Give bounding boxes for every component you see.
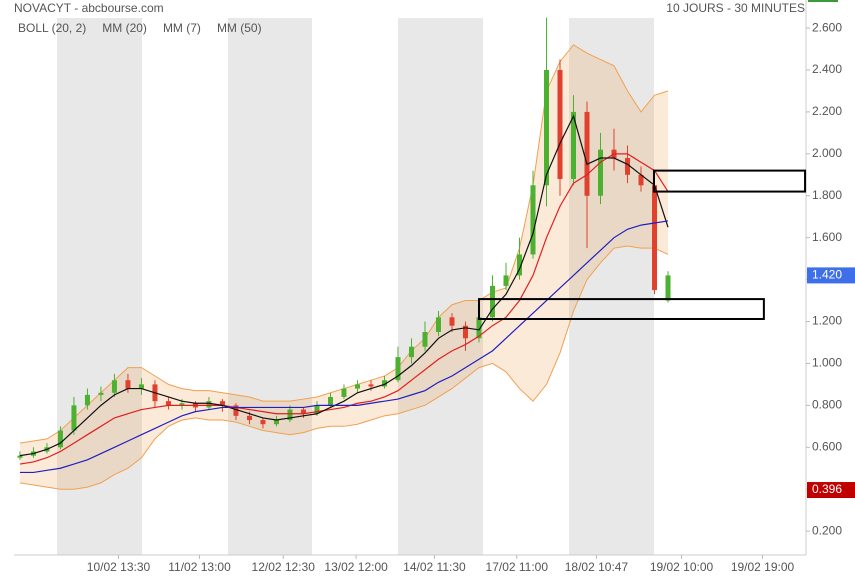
y-tick-label: 2.400 — [812, 62, 842, 76]
moving-average — [19, 153, 669, 465]
candle-body — [84, 394, 90, 406]
zone-box — [477, 298, 765, 320]
y-tick-label: 0.600 — [812, 439, 842, 453]
candle-body — [314, 405, 320, 414]
chart-title: NOVACYT - abcbourse.com — [14, 1, 164, 15]
candle-body — [219, 401, 225, 406]
day-shading — [57, 18, 654, 555]
y-tick-label: 1.000 — [812, 356, 842, 370]
y-tick-label: 2.200 — [812, 104, 842, 118]
candle-body — [125, 380, 131, 389]
candle-body — [206, 401, 212, 408]
legend-entry: MM (7) — [163, 21, 201, 35]
price-marker — [807, 267, 855, 284]
candle-body — [327, 396, 333, 406]
candle-body — [530, 185, 536, 255]
x-tick-label: 13/02 12:00 — [324, 560, 388, 574]
candle-body — [516, 254, 522, 276]
day-band — [398, 18, 483, 555]
y-tick-label: 0.200 — [812, 523, 842, 537]
candle-body — [57, 430, 63, 448]
bollinger-lower — [19, 245, 669, 490]
candle-body — [422, 331, 428, 347]
legend-entry: MM (20) — [102, 21, 147, 35]
candle-body — [489, 285, 495, 318]
y-tick-label: 0.800 — [812, 398, 842, 412]
candle-body — [449, 317, 455, 326]
candle-body — [71, 405, 77, 431]
y-tick-label: 2.600 — [812, 20, 842, 34]
candle-body — [179, 403, 185, 406]
x-tick-label: 19/02 19:00 — [731, 560, 795, 574]
candle-body — [368, 384, 374, 387]
candle-body — [476, 317, 482, 339]
y-tick-label: 2.000 — [812, 146, 842, 160]
candle-body — [381, 380, 387, 387]
candle-body — [557, 70, 563, 179]
candle-body — [233, 405, 239, 416]
legend-entry: MM (50) — [217, 21, 262, 35]
candle-body — [138, 384, 144, 389]
candle-body — [17, 455, 23, 458]
candle-body — [625, 158, 631, 175]
moving-average — [19, 220, 669, 474]
candle-body — [652, 185, 658, 291]
moving-average — [19, 114, 669, 457]
y-tick-label: 1.800 — [812, 188, 842, 202]
x-tick-label: 11/02 13:00 — [168, 560, 231, 574]
legend-entry: BOLL (20, 2) — [18, 21, 86, 35]
candle-body — [165, 401, 171, 406]
y-tick-label: 1.600 — [812, 230, 842, 244]
candle-body — [571, 111, 577, 179]
candle-body — [98, 392, 104, 395]
candle-body — [341, 388, 347, 397]
bollinger-fill — [19, 44, 669, 490]
candle-body — [598, 149, 604, 196]
candle-body — [665, 275, 671, 301]
x-tick-label: 12/02 12:30 — [252, 560, 316, 574]
candle-body — [544, 70, 550, 186]
candle-body — [246, 415, 252, 421]
x-tick-label: 18/02 10:47 — [565, 560, 629, 574]
candle-body — [354, 384, 360, 389]
price-marker-label: 0.396 — [812, 482, 842, 496]
candle-body — [111, 380, 117, 393]
candle-body — [638, 174, 644, 186]
candle-body — [260, 420, 266, 425]
price-marker-label: 1.420 — [812, 268, 842, 282]
price-marker — [807, 482, 855, 499]
day-band — [228, 18, 312, 555]
day-band — [569, 18, 654, 555]
x-tick-label: 10/02 13:30 — [87, 560, 151, 574]
candle-body — [408, 346, 414, 358]
candle-body — [503, 275, 509, 286]
zone-box — [652, 169, 807, 193]
candle-body — [300, 409, 306, 414]
candle-body — [273, 420, 279, 425]
x-tick-label: 14/02 11:30 — [403, 560, 466, 574]
chart-subtitle: 10 JOURS - 30 MINUTES — [666, 1, 805, 15]
candle-body — [287, 409, 293, 421]
x-tick-label: 17/02 11:00 — [486, 560, 549, 574]
candle-body — [435, 317, 441, 332]
candle-body — [462, 325, 468, 339]
x-tick-label: 19/02 10:00 — [650, 560, 714, 574]
candle-body — [395, 357, 401, 381]
y-tick-label: 1.200 — [812, 314, 842, 328]
candle-body — [584, 111, 590, 196]
